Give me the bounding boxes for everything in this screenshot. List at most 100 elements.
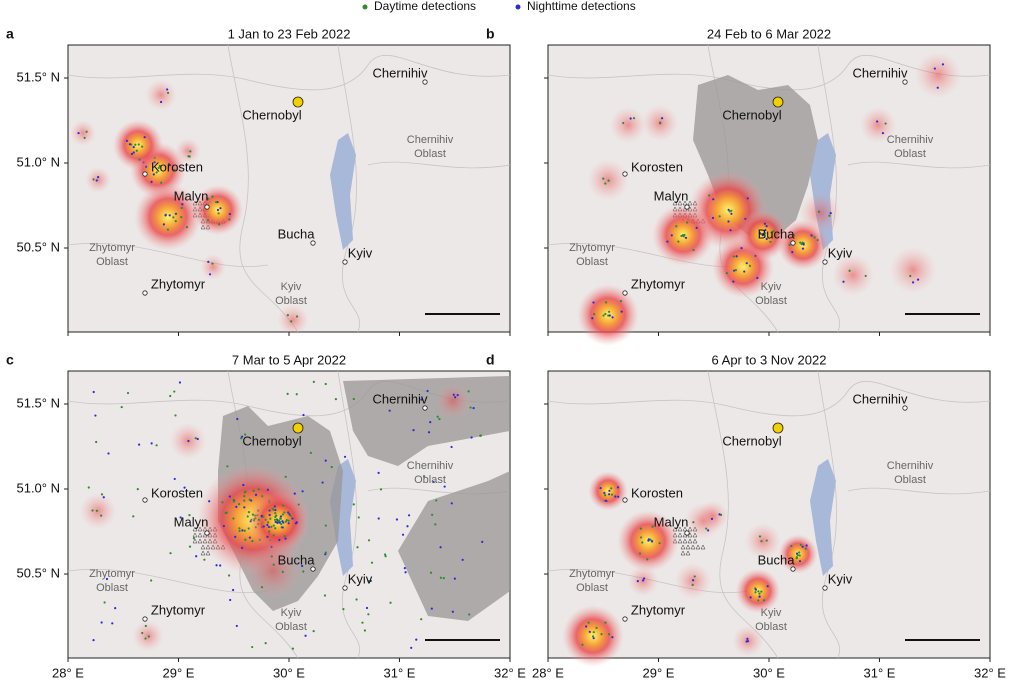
detection-dot: [180, 216, 183, 219]
detection-dot: [765, 539, 768, 542]
detection-dot: [309, 451, 312, 454]
detection-dot: [208, 273, 212, 276]
detection-dot: [166, 91, 170, 94]
detection-dot: [614, 495, 617, 498]
place-marker: [902, 405, 908, 411]
detection-dot: [591, 317, 594, 320]
place-label: Korosten: [151, 485, 203, 500]
detection-dot: [114, 607, 117, 610]
detection-dot: [241, 529, 244, 532]
place-marker: [684, 530, 690, 536]
detection-dot: [379, 488, 383, 491]
detection-dot: [281, 513, 284, 516]
detection-dot: [169, 552, 172, 555]
detection-dot: [283, 511, 286, 514]
place-label: Chernihiv: [373, 65, 428, 80]
heat-halo: [744, 522, 782, 560]
occupied-area: [398, 471, 510, 621]
detection-dot: [203, 558, 206, 561]
detection-dot: [732, 269, 736, 272]
detection-dot: [105, 577, 109, 581]
detection-dot: [848, 269, 851, 272]
reservoir: [330, 133, 356, 250]
detection-dot: [257, 518, 260, 521]
map-panel: Chernihiv Chernobyl Chernihiv Oblast Koroste…: [6, 352, 526, 680]
detection-dot: [179, 516, 182, 519]
detection-dot: [760, 590, 763, 593]
camp-marker: [677, 526, 683, 532]
detection-dot: [604, 494, 607, 497]
oblast-label: Kyiv: [761, 607, 782, 619]
lat-tick-label: 50.5° N: [16, 565, 60, 580]
detection-dot: [754, 591, 757, 594]
place-label: Zhytomyr: [151, 276, 206, 291]
detection-dot: [178, 381, 182, 384]
detection-dot: [211, 262, 214, 265]
detection-dot: [169, 394, 172, 398]
detection-dot: [468, 613, 471, 616]
detection-dot: [85, 130, 88, 133]
detection-dot: [243, 494, 246, 498]
detection-dot: [369, 579, 372, 583]
detection-dot: [629, 117, 632, 120]
detection-dot: [324, 524, 327, 527]
detection-dot: [324, 459, 327, 462]
detection-dot: [758, 231, 761, 235]
detection-dot: [710, 517, 714, 520]
detection-dot: [92, 639, 95, 642]
detection-dot: [228, 574, 231, 577]
detection-dot: [271, 507, 274, 510]
detection-dot: [430, 607, 433, 610]
detection-dot: [420, 618, 423, 621]
detection-dot: [876, 120, 879, 123]
place-marker: [622, 497, 628, 503]
detection-dot: [132, 145, 135, 149]
detection-dot: [732, 280, 735, 283]
detection-dot: [799, 543, 802, 546]
detection-dot: [602, 177, 605, 180]
map-panel: Chernihiv Chernobyl Chernihiv Oblast Koroste…: [486, 352, 1006, 680]
detection-dot: [262, 525, 265, 528]
detection-dot: [100, 514, 103, 517]
detection-dot: [97, 176, 100, 179]
camp-marker: [685, 544, 691, 550]
place-label: Malyn: [174, 514, 209, 529]
detection-dot: [604, 312, 607, 316]
detection-dot: [729, 229, 732, 232]
detection-dot: [240, 435, 244, 438]
detection-dot: [164, 214, 167, 217]
detection-dot: [152, 173, 155, 176]
oblast-label: Chernihiv: [407, 134, 454, 146]
detection-dot: [355, 598, 358, 601]
detection-dot: [95, 509, 98, 512]
detection-dot: [252, 489, 255, 492]
detection-dot: [423, 475, 426, 478]
detection-dot: [638, 552, 642, 555]
oblast-label: Oblast: [414, 474, 446, 486]
detection-dot: [842, 280, 845, 283]
detection-dot: [765, 237, 768, 240]
detection-dot: [279, 515, 283, 518]
panel-title: 24 Feb to 6 Mar 2022: [707, 26, 831, 41]
detection-dot: [251, 513, 255, 516]
detection-dot: [684, 236, 688, 239]
detection-dot: [286, 314, 289, 317]
place-label: Chernobyl: [722, 107, 781, 122]
heat-halo: [859, 106, 897, 144]
detection-dot: [610, 493, 614, 496]
detection-dot: [92, 178, 95, 181]
detection-dot: [172, 216, 175, 219]
detection-dot: [758, 595, 761, 598]
detection-dot: [281, 520, 284, 523]
detection-dot: [670, 234, 673, 237]
place-label: Malyn: [174, 188, 209, 203]
detection-dot: [229, 598, 232, 602]
place-marker: [204, 204, 210, 210]
detection-dot: [620, 310, 623, 313]
detection-dot: [168, 214, 171, 217]
camp-marker: [200, 544, 206, 550]
camp-marker: [192, 532, 198, 538]
detection-dot: [302, 570, 305, 573]
detection-dot: [260, 514, 263, 518]
